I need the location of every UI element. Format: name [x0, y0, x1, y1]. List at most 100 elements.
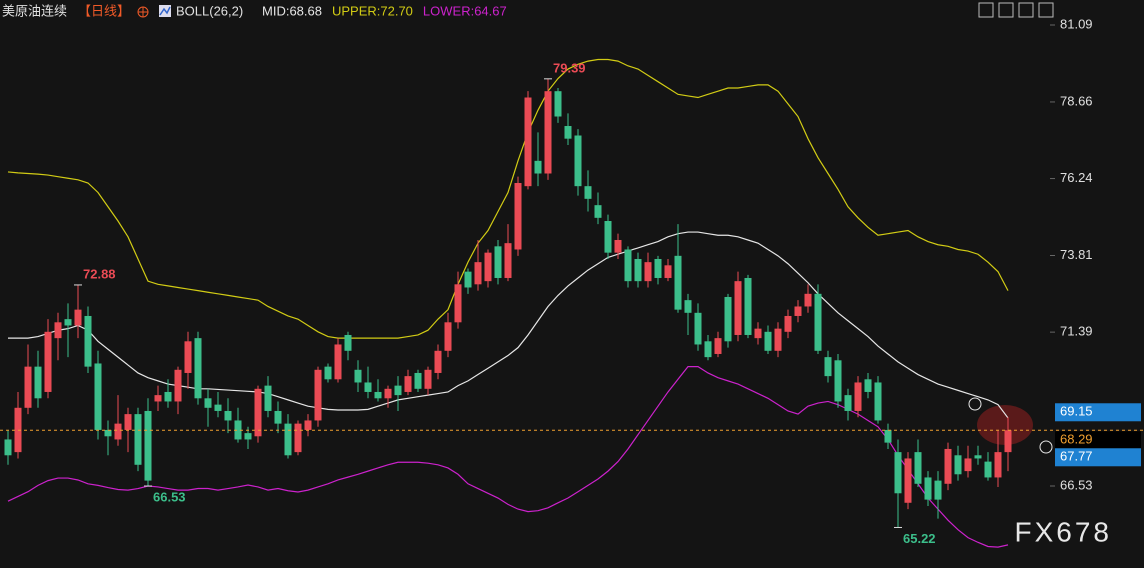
price-tag [1055, 448, 1141, 467]
candle-body [404, 376, 412, 392]
candle-body [634, 258, 642, 282]
candle-body [284, 423, 292, 456]
candle-body [194, 338, 202, 399]
candle-body [584, 186, 592, 199]
candle-body [804, 293, 812, 307]
candle-body [4, 439, 12, 456]
candle-body [144, 410, 152, 481]
toolbar [978, 2, 1054, 18]
tool-button[interactable] [1018, 2, 1034, 18]
marker [968, 397, 982, 411]
candle-body [674, 255, 682, 310]
y-tick-label: 71.39 [1060, 324, 1093, 339]
price-tag-label: 69.15 [1060, 404, 1093, 419]
period: 【日线】 [78, 3, 130, 18]
candle-body [544, 91, 552, 174]
price-tag-label: 67.77 [1060, 449, 1093, 464]
candle-body [84, 315, 92, 367]
chart-title: 美原油连续 [2, 3, 67, 18]
watermark: FX678 [1015, 516, 1113, 547]
candle-body [134, 414, 142, 465]
candle-body [344, 334, 352, 351]
candle-body [714, 338, 722, 354]
candle-body [854, 382, 862, 411]
candle-body [114, 423, 122, 440]
candle-body [614, 239, 622, 253]
candle-body [24, 366, 32, 408]
candle-body [234, 420, 242, 440]
candle-body [554, 91, 562, 117]
candle-body [374, 391, 382, 399]
candle-body [454, 284, 462, 323]
candle-body [694, 312, 702, 345]
candle-body [314, 369, 322, 421]
candle-body [954, 455, 962, 475]
candle-body [254, 388, 262, 437]
candle-body [434, 350, 442, 373]
candle-body [384, 388, 392, 399]
y-tick-label: 66.53 [1060, 477, 1093, 492]
candle-body [934, 480, 942, 500]
indicator-icon-glyph [159, 6, 171, 16]
candle-body [754, 328, 762, 339]
candle-body [224, 410, 232, 421]
candle-body [244, 433, 252, 440]
candle-body [784, 315, 792, 332]
indicator: BOLL(26,2) [176, 3, 243, 18]
settings-icon[interactable] [137, 6, 149, 18]
candle-body [104, 429, 112, 437]
candle-body [34, 366, 42, 399]
candle-body [824, 357, 832, 377]
candle-body [424, 369, 432, 389]
candle-body [394, 385, 402, 396]
candle-body [874, 382, 882, 421]
price-tag-label: 68.29 [1060, 432, 1093, 447]
candle-body [704, 341, 712, 358]
candle-body [464, 271, 472, 288]
candle-body [654, 258, 662, 278]
legend-entry: UPPER:72.70 [332, 3, 413, 18]
candle-body [924, 477, 932, 500]
candle-body [264, 385, 272, 411]
price-tag [1055, 431, 1141, 449]
candle-body [54, 322, 62, 339]
extreme-label: 66.53 [153, 489, 186, 504]
candle-body [334, 344, 342, 380]
candle-body [324, 366, 332, 380]
candle-body [844, 395, 852, 411]
candle-body [474, 262, 482, 285]
candle-body [484, 252, 492, 282]
candle-body [914, 452, 922, 484]
candle-body [724, 296, 732, 342]
extreme-label: 72.88 [83, 266, 116, 281]
tool-button[interactable] [978, 2, 994, 18]
candle-body [974, 455, 982, 459]
candle-body [814, 293, 822, 351]
candle-body [1004, 430, 1012, 453]
candle-body [494, 246, 502, 278]
candle-body [274, 410, 282, 424]
price-tag [1055, 403, 1141, 422]
y-tick-label: 76.24 [1060, 170, 1093, 185]
candle-body [534, 160, 542, 174]
candle-body [154, 395, 162, 402]
y-tick-label: 73.81 [1060, 247, 1093, 262]
candle-body [444, 322, 452, 351]
highlight [977, 405, 1033, 445]
candle-body [44, 331, 52, 392]
candle-body [294, 423, 302, 453]
candle-body [644, 262, 652, 282]
candle-body [124, 414, 132, 430]
tool-button[interactable] [1038, 2, 1054, 18]
candle-body [64, 319, 72, 326]
candle-body [204, 398, 212, 408]
tool-button[interactable] [998, 2, 1014, 18]
candle-body [774, 328, 782, 351]
extreme-label: 65.22 [903, 531, 936, 546]
candle-body [764, 331, 772, 351]
marker [1039, 440, 1053, 454]
candle-body [574, 135, 582, 187]
candle-body [214, 404, 222, 411]
